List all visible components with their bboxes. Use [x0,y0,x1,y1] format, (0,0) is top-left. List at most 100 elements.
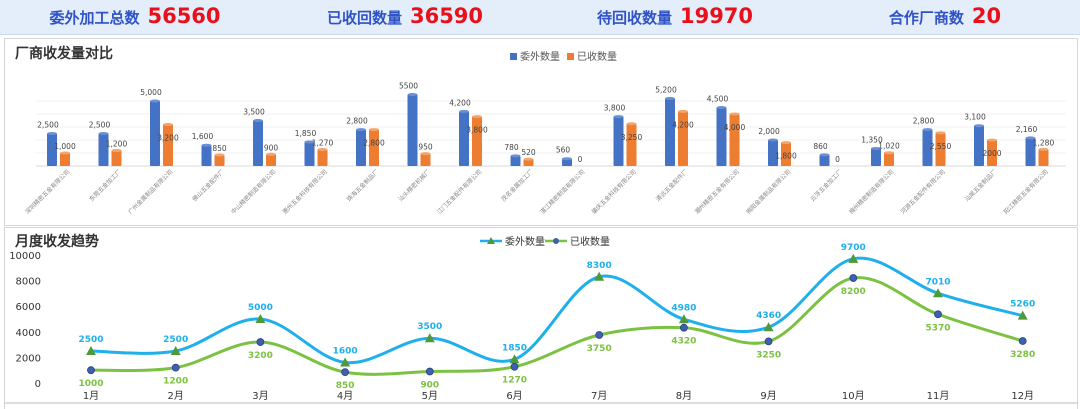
bar-received [472,116,482,166]
bar-data-label: 3,800 [466,126,488,135]
bar-cap [369,128,379,132]
data-point-received [256,338,265,346]
bar-cap [459,109,469,113]
legend-label: 委外数量 [505,235,545,248]
category-label: 深圳精密五金有限公司 [23,168,71,216]
category-label: 肇庆五金科技有限公司 [590,168,638,216]
bar-data-label: 1,280 [1033,138,1055,147]
kpi-value: 56560 [147,4,221,28]
category-label: 汕头精密机械厂 [397,168,432,203]
x-tick-label: 3月 [252,390,268,402]
bar-sent [201,145,212,166]
bar-data-label: 3,100 [964,113,986,122]
x-tick-label: 10月 [842,390,865,402]
kpi-label: 已收回数量 [326,9,402,27]
bar-data-label: 5,200 [655,85,677,94]
x-tick-label: 6月 [506,390,522,402]
bar-sent [562,158,572,166]
bar-received [884,152,894,166]
bar-data-label: 3,800 [604,104,626,113]
bar-data-label: 4,000 [724,123,746,132]
bar-cap [510,154,521,158]
bar-sent [974,125,984,166]
data-point-sent [594,271,605,281]
category-label: 东莞五金加工厂 [88,168,123,203]
data-point-sent [509,354,520,364]
bar-cap [420,152,431,156]
data-label: 1850 [502,343,527,353]
data-label: 4980 [671,303,696,313]
bar-data-label: 1,850 [295,129,317,138]
bar-received [1038,149,1049,166]
bar-cap [819,153,830,157]
bar-sent [47,133,57,166]
category-label: 阳江精密五金有限公司 [1002,168,1050,216]
data-point-sent [86,346,96,355]
category-label: 揭阳金属制品有限公司 [744,168,792,216]
bar-cap [768,138,778,142]
bar-received [317,149,328,166]
bar-data-label: 4,200 [672,120,694,129]
data-label: 4360 [756,311,781,321]
bar-data-label: 950 [418,143,433,152]
x-tick-label: 11月 [927,390,950,402]
monthly-line-chart: 0 2000 4000 6000 8000 10000 1月 2月 3月 4月 5月 6月 7月 8月 9月… [5,235,1077,404]
kpi-bar: 委外加工总数 56560 已收回数量 36590 待回收数量 19970 合作厂商数 2… [0,0,1080,35]
y-tick-label: 8000 [16,277,41,288]
data-label: 1270 [502,376,527,386]
bar-sent [768,140,778,166]
bar-sent [1025,137,1036,166]
bar-received [935,132,946,166]
data-point-received [849,274,858,282]
bar-sent [98,133,109,166]
bar-cap [884,151,894,155]
data-point-sent [424,333,435,343]
x-tick-label: 12月 [1011,390,1034,402]
data-point-received [1018,337,1027,345]
bar-cap [163,122,173,126]
y-tick-label: 4000 [16,328,41,339]
data-label: 3500 [417,322,442,332]
x-tick-label: 8月 [676,390,692,402]
bar-received [420,153,431,166]
bar-data-label: 2,550 [930,142,952,151]
bar-cap [47,132,57,135]
data-label: 3250 [756,350,781,360]
category-label: 潮州精密五金有限公司 [693,168,741,216]
bar-cap [523,157,534,161]
kpi-label: 委外加工总数 [49,9,140,27]
bar-data-label: 1,800 [775,152,797,161]
vendor-bar-chart-panel: 委外数量 已收数量 2,500 1,000 深圳精密五金有限公司 2,500 1,200 东莞… [4,38,1078,226]
x-tick-label: 9月 [760,390,776,402]
x-tick-label: 7月 [591,390,607,402]
legend-label: 已收数量 [577,50,617,63]
bar-cap [626,122,637,126]
category-label: 江门五金配件有限公司 [435,168,483,216]
bar-received [729,114,740,166]
kpi-pending: 待回收数量 19970 [540,0,810,34]
bar-data-label: 4,500 [707,95,729,104]
bar-cap [201,143,212,147]
bar-sent [871,148,881,166]
data-point-sent [763,322,774,332]
bar-sent [819,154,830,166]
bar-data-label: 3,250 [621,133,643,142]
bar-cap [1025,136,1036,140]
bar-cap [317,147,328,151]
data-label: 5260 [1010,300,1035,310]
bar-cap [729,112,740,116]
legend-label: 委外数量 [520,50,560,63]
bar-data-label: 5500 [399,82,418,91]
bar-cap [781,141,791,145]
data-label: 2500 [163,335,188,345]
bar-data-label: 2000 [982,149,1001,158]
category-label: 河源五金配件有限公司 [899,168,947,216]
bar-data-label: 850 [212,144,227,153]
data-label: 4320 [671,337,696,347]
data-point-sent [340,357,351,367]
bar-data-label: 2,000 [758,127,780,136]
bar-cap [922,128,933,132]
y-tick-label: 2000 [16,353,41,364]
category-label: 惠州五金科技有限公司 [281,168,329,216]
data-label: 5370 [925,323,950,333]
